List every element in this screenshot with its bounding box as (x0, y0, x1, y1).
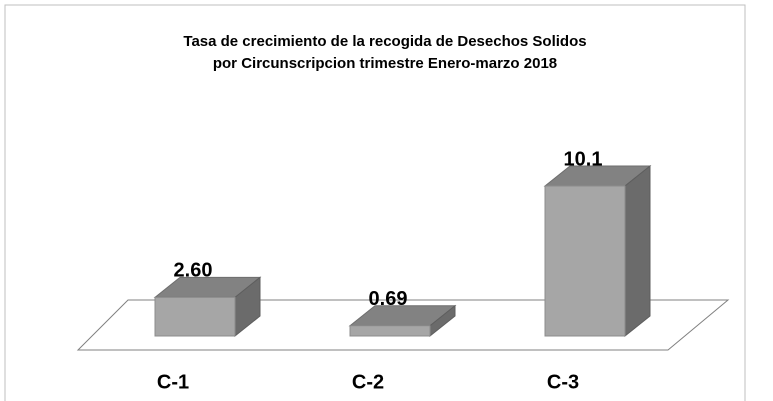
value-label: 0.69 (369, 288, 408, 310)
value-label: 10.1 (564, 148, 603, 170)
value-label: 2.60 (174, 260, 213, 282)
bar-side (624, 164, 651, 338)
x-tick-label: C-1 (157, 371, 189, 393)
bar (349, 325, 431, 337)
bar (544, 185, 626, 337)
chart-title: Tasa de crecimiento de la recogida de De… (183, 33, 586, 50)
x-tick-label: C-2 (352, 371, 384, 393)
chart-title: por Circunscripcion trimestre Enero-marz… (213, 55, 557, 72)
bar (154, 296, 236, 337)
x-tick-label: C-3 (547, 371, 579, 393)
